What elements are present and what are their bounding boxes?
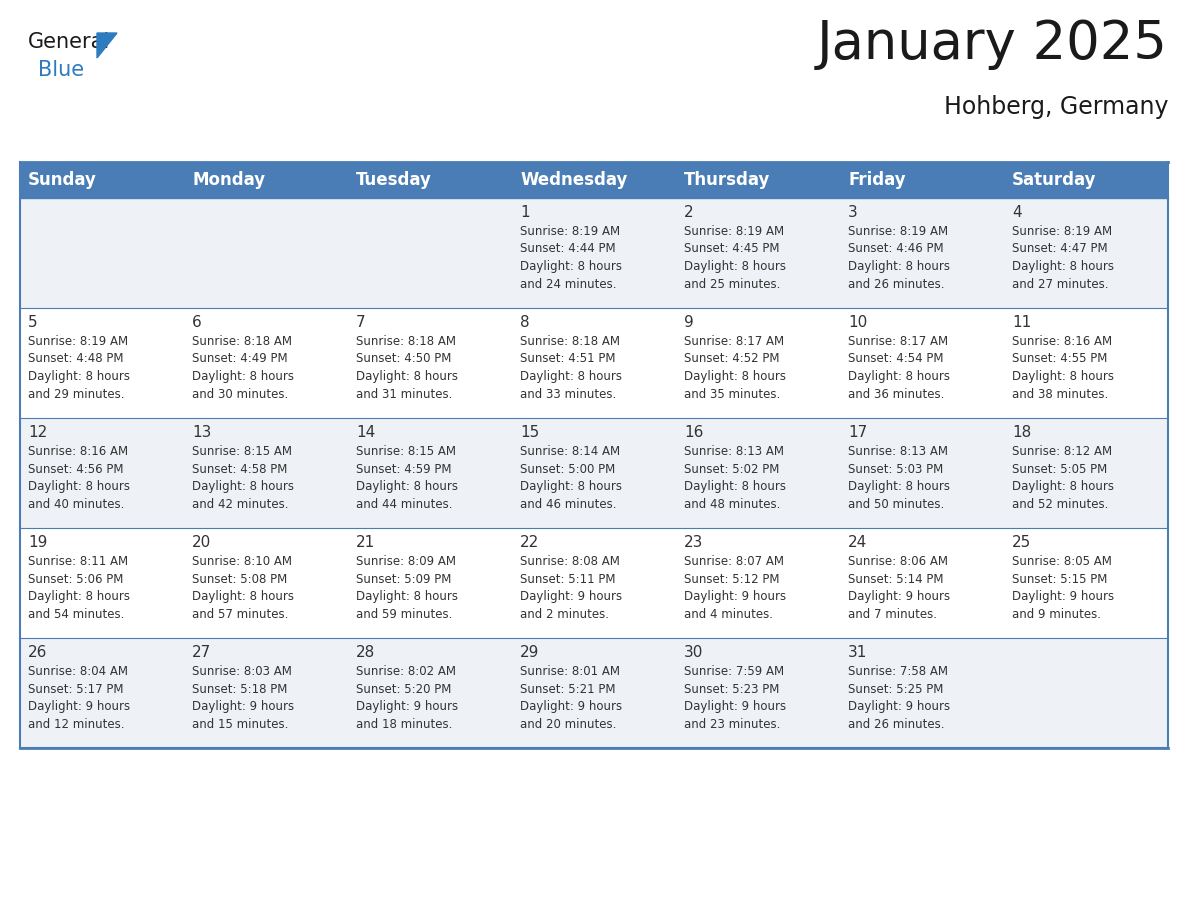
Text: 25: 25 [1012,535,1031,550]
Text: Sunrise: 8:17 AM
Sunset: 4:52 PM
Daylight: 8 hours
and 35 minutes.: Sunrise: 8:17 AM Sunset: 4:52 PM Dayligh… [684,335,786,400]
Text: Sunrise: 7:58 AM
Sunset: 5:25 PM
Daylight: 9 hours
and 26 minutes.: Sunrise: 7:58 AM Sunset: 5:25 PM Dayligh… [848,665,950,731]
Text: 27: 27 [192,645,211,660]
Text: 20: 20 [192,535,211,550]
Text: 8: 8 [520,315,530,330]
Text: Sunrise: 8:16 AM
Sunset: 4:55 PM
Daylight: 8 hours
and 38 minutes.: Sunrise: 8:16 AM Sunset: 4:55 PM Dayligh… [1012,335,1114,400]
Text: 18: 18 [1012,425,1031,440]
Text: Sunrise: 8:16 AM
Sunset: 4:56 PM
Daylight: 8 hours
and 40 minutes.: Sunrise: 8:16 AM Sunset: 4:56 PM Dayligh… [29,445,131,510]
Text: 5: 5 [29,315,38,330]
Text: General: General [29,32,110,52]
Text: Sunrise: 8:15 AM
Sunset: 4:58 PM
Daylight: 8 hours
and 42 minutes.: Sunrise: 8:15 AM Sunset: 4:58 PM Dayligh… [192,445,295,510]
Text: Sunrise: 8:04 AM
Sunset: 5:17 PM
Daylight: 9 hours
and 12 minutes.: Sunrise: 8:04 AM Sunset: 5:17 PM Dayligh… [29,665,131,731]
Text: Sunrise: 8:14 AM
Sunset: 5:00 PM
Daylight: 8 hours
and 46 minutes.: Sunrise: 8:14 AM Sunset: 5:00 PM Dayligh… [520,445,623,510]
Text: Sunrise: 8:13 AM
Sunset: 5:02 PM
Daylight: 8 hours
and 48 minutes.: Sunrise: 8:13 AM Sunset: 5:02 PM Dayligh… [684,445,786,510]
Text: 26: 26 [29,645,48,660]
Bar [20,308,1168,418]
Text: 9: 9 [684,315,694,330]
Text: Sunrise: 8:09 AM
Sunset: 5:09 PM
Daylight: 8 hours
and 59 minutes.: Sunrise: 8:09 AM Sunset: 5:09 PM Dayligh… [356,555,459,621]
Text: 21: 21 [356,535,375,550]
Text: Saturday: Saturday [1012,171,1097,189]
Text: Sunrise: 7:59 AM
Sunset: 5:23 PM
Daylight: 9 hours
and 23 minutes.: Sunrise: 7:59 AM Sunset: 5:23 PM Dayligh… [684,665,786,731]
Text: Sunrise: 8:19 AM
Sunset: 4:47 PM
Daylight: 8 hours
and 27 minutes.: Sunrise: 8:19 AM Sunset: 4:47 PM Dayligh… [1012,225,1114,290]
Text: 7: 7 [356,315,366,330]
Text: Sunrise: 8:10 AM
Sunset: 5:08 PM
Daylight: 8 hours
and 57 minutes.: Sunrise: 8:10 AM Sunset: 5:08 PM Dayligh… [192,555,295,621]
Text: Sunrise: 8:19 AM
Sunset: 4:46 PM
Daylight: 8 hours
and 26 minutes.: Sunrise: 8:19 AM Sunset: 4:46 PM Dayligh… [848,225,950,290]
Bar [840,162,1004,198]
Text: Sunrise: 8:13 AM
Sunset: 5:03 PM
Daylight: 8 hours
and 50 minutes.: Sunrise: 8:13 AM Sunset: 5:03 PM Dayligh… [848,445,950,510]
Text: Sunrise: 8:19 AM
Sunset: 4:48 PM
Daylight: 8 hours
and 29 minutes.: Sunrise: 8:19 AM Sunset: 4:48 PM Dayligh… [29,335,131,400]
Text: Sunrise: 8:18 AM
Sunset: 4:50 PM
Daylight: 8 hours
and 31 minutes.: Sunrise: 8:18 AM Sunset: 4:50 PM Dayligh… [356,335,459,400]
Text: 4: 4 [1012,205,1022,220]
Text: 12: 12 [29,425,48,440]
Text: Sunrise: 8:08 AM
Sunset: 5:11 PM
Daylight: 9 hours
and 2 minutes.: Sunrise: 8:08 AM Sunset: 5:11 PM Dayligh… [520,555,623,621]
Text: Sunrise: 8:17 AM
Sunset: 4:54 PM
Daylight: 8 hours
and 36 minutes.: Sunrise: 8:17 AM Sunset: 4:54 PM Dayligh… [848,335,950,400]
Text: 23: 23 [684,535,703,550]
Text: Monday: Monday [192,171,265,189]
Text: 14: 14 [356,425,375,440]
Text: 24: 24 [848,535,867,550]
Bar [184,162,348,198]
Text: 22: 22 [520,535,539,550]
Text: Sunrise: 8:19 AM
Sunset: 4:45 PM
Daylight: 8 hours
and 25 minutes.: Sunrise: 8:19 AM Sunset: 4:45 PM Dayligh… [684,225,786,290]
Text: Sunrise: 8:18 AM
Sunset: 4:51 PM
Daylight: 8 hours
and 33 minutes.: Sunrise: 8:18 AM Sunset: 4:51 PM Dayligh… [520,335,623,400]
Text: Sunrise: 8:18 AM
Sunset: 4:49 PM
Daylight: 8 hours
and 30 minutes.: Sunrise: 8:18 AM Sunset: 4:49 PM Dayligh… [192,335,295,400]
Text: 10: 10 [848,315,867,330]
Text: Thursday: Thursday [684,171,771,189]
Text: Friday: Friday [848,171,905,189]
Text: 11: 11 [1012,315,1031,330]
Text: 30: 30 [684,645,703,660]
Text: 17: 17 [848,425,867,440]
Bar [20,528,1168,638]
Text: 19: 19 [29,535,48,550]
Text: Sunrise: 8:19 AM
Sunset: 4:44 PM
Daylight: 8 hours
and 24 minutes.: Sunrise: 8:19 AM Sunset: 4:44 PM Dayligh… [520,225,623,290]
Bar [20,198,1168,308]
Text: Sunrise: 8:02 AM
Sunset: 5:20 PM
Daylight: 9 hours
and 18 minutes.: Sunrise: 8:02 AM Sunset: 5:20 PM Dayligh… [356,665,459,731]
Text: January 2025: January 2025 [817,18,1168,70]
Bar [512,162,676,198]
Text: Sunrise: 8:03 AM
Sunset: 5:18 PM
Daylight: 9 hours
and 15 minutes.: Sunrise: 8:03 AM Sunset: 5:18 PM Dayligh… [192,665,295,731]
Text: 1: 1 [520,205,530,220]
Text: 31: 31 [848,645,867,660]
Bar [20,418,1168,528]
Text: 28: 28 [356,645,375,660]
Text: Sunrise: 8:15 AM
Sunset: 4:59 PM
Daylight: 8 hours
and 44 minutes.: Sunrise: 8:15 AM Sunset: 4:59 PM Dayligh… [356,445,459,510]
Polygon shape [97,33,116,58]
Text: Hohberg, Germany: Hohberg, Germany [943,95,1168,119]
Text: Wednesday: Wednesday [520,171,627,189]
Bar [1004,162,1168,198]
Text: Sunrise: 8:06 AM
Sunset: 5:14 PM
Daylight: 9 hours
and 7 minutes.: Sunrise: 8:06 AM Sunset: 5:14 PM Dayligh… [848,555,950,621]
Text: 15: 15 [520,425,539,440]
Bar [348,162,512,198]
Text: Sunrise: 8:07 AM
Sunset: 5:12 PM
Daylight: 9 hours
and 4 minutes.: Sunrise: 8:07 AM Sunset: 5:12 PM Dayligh… [684,555,786,621]
Text: 6: 6 [192,315,202,330]
Text: Sunrise: 8:11 AM
Sunset: 5:06 PM
Daylight: 8 hours
and 54 minutes.: Sunrise: 8:11 AM Sunset: 5:06 PM Dayligh… [29,555,131,621]
Text: 16: 16 [684,425,703,440]
Bar [20,162,184,198]
Text: 3: 3 [848,205,858,220]
Text: 2: 2 [684,205,694,220]
Text: Sunday: Sunday [29,171,97,189]
Text: Tuesday: Tuesday [356,171,432,189]
Text: Sunrise: 8:01 AM
Sunset: 5:21 PM
Daylight: 9 hours
and 20 minutes.: Sunrise: 8:01 AM Sunset: 5:21 PM Dayligh… [520,665,623,731]
Text: 13: 13 [192,425,211,440]
Bar [20,638,1168,748]
Text: Sunrise: 8:05 AM
Sunset: 5:15 PM
Daylight: 9 hours
and 9 minutes.: Sunrise: 8:05 AM Sunset: 5:15 PM Dayligh… [1012,555,1114,621]
Bar [676,162,840,198]
Text: 29: 29 [520,645,539,660]
Text: Sunrise: 8:12 AM
Sunset: 5:05 PM
Daylight: 8 hours
and 52 minutes.: Sunrise: 8:12 AM Sunset: 5:05 PM Dayligh… [1012,445,1114,510]
Text: Blue: Blue [38,60,84,80]
